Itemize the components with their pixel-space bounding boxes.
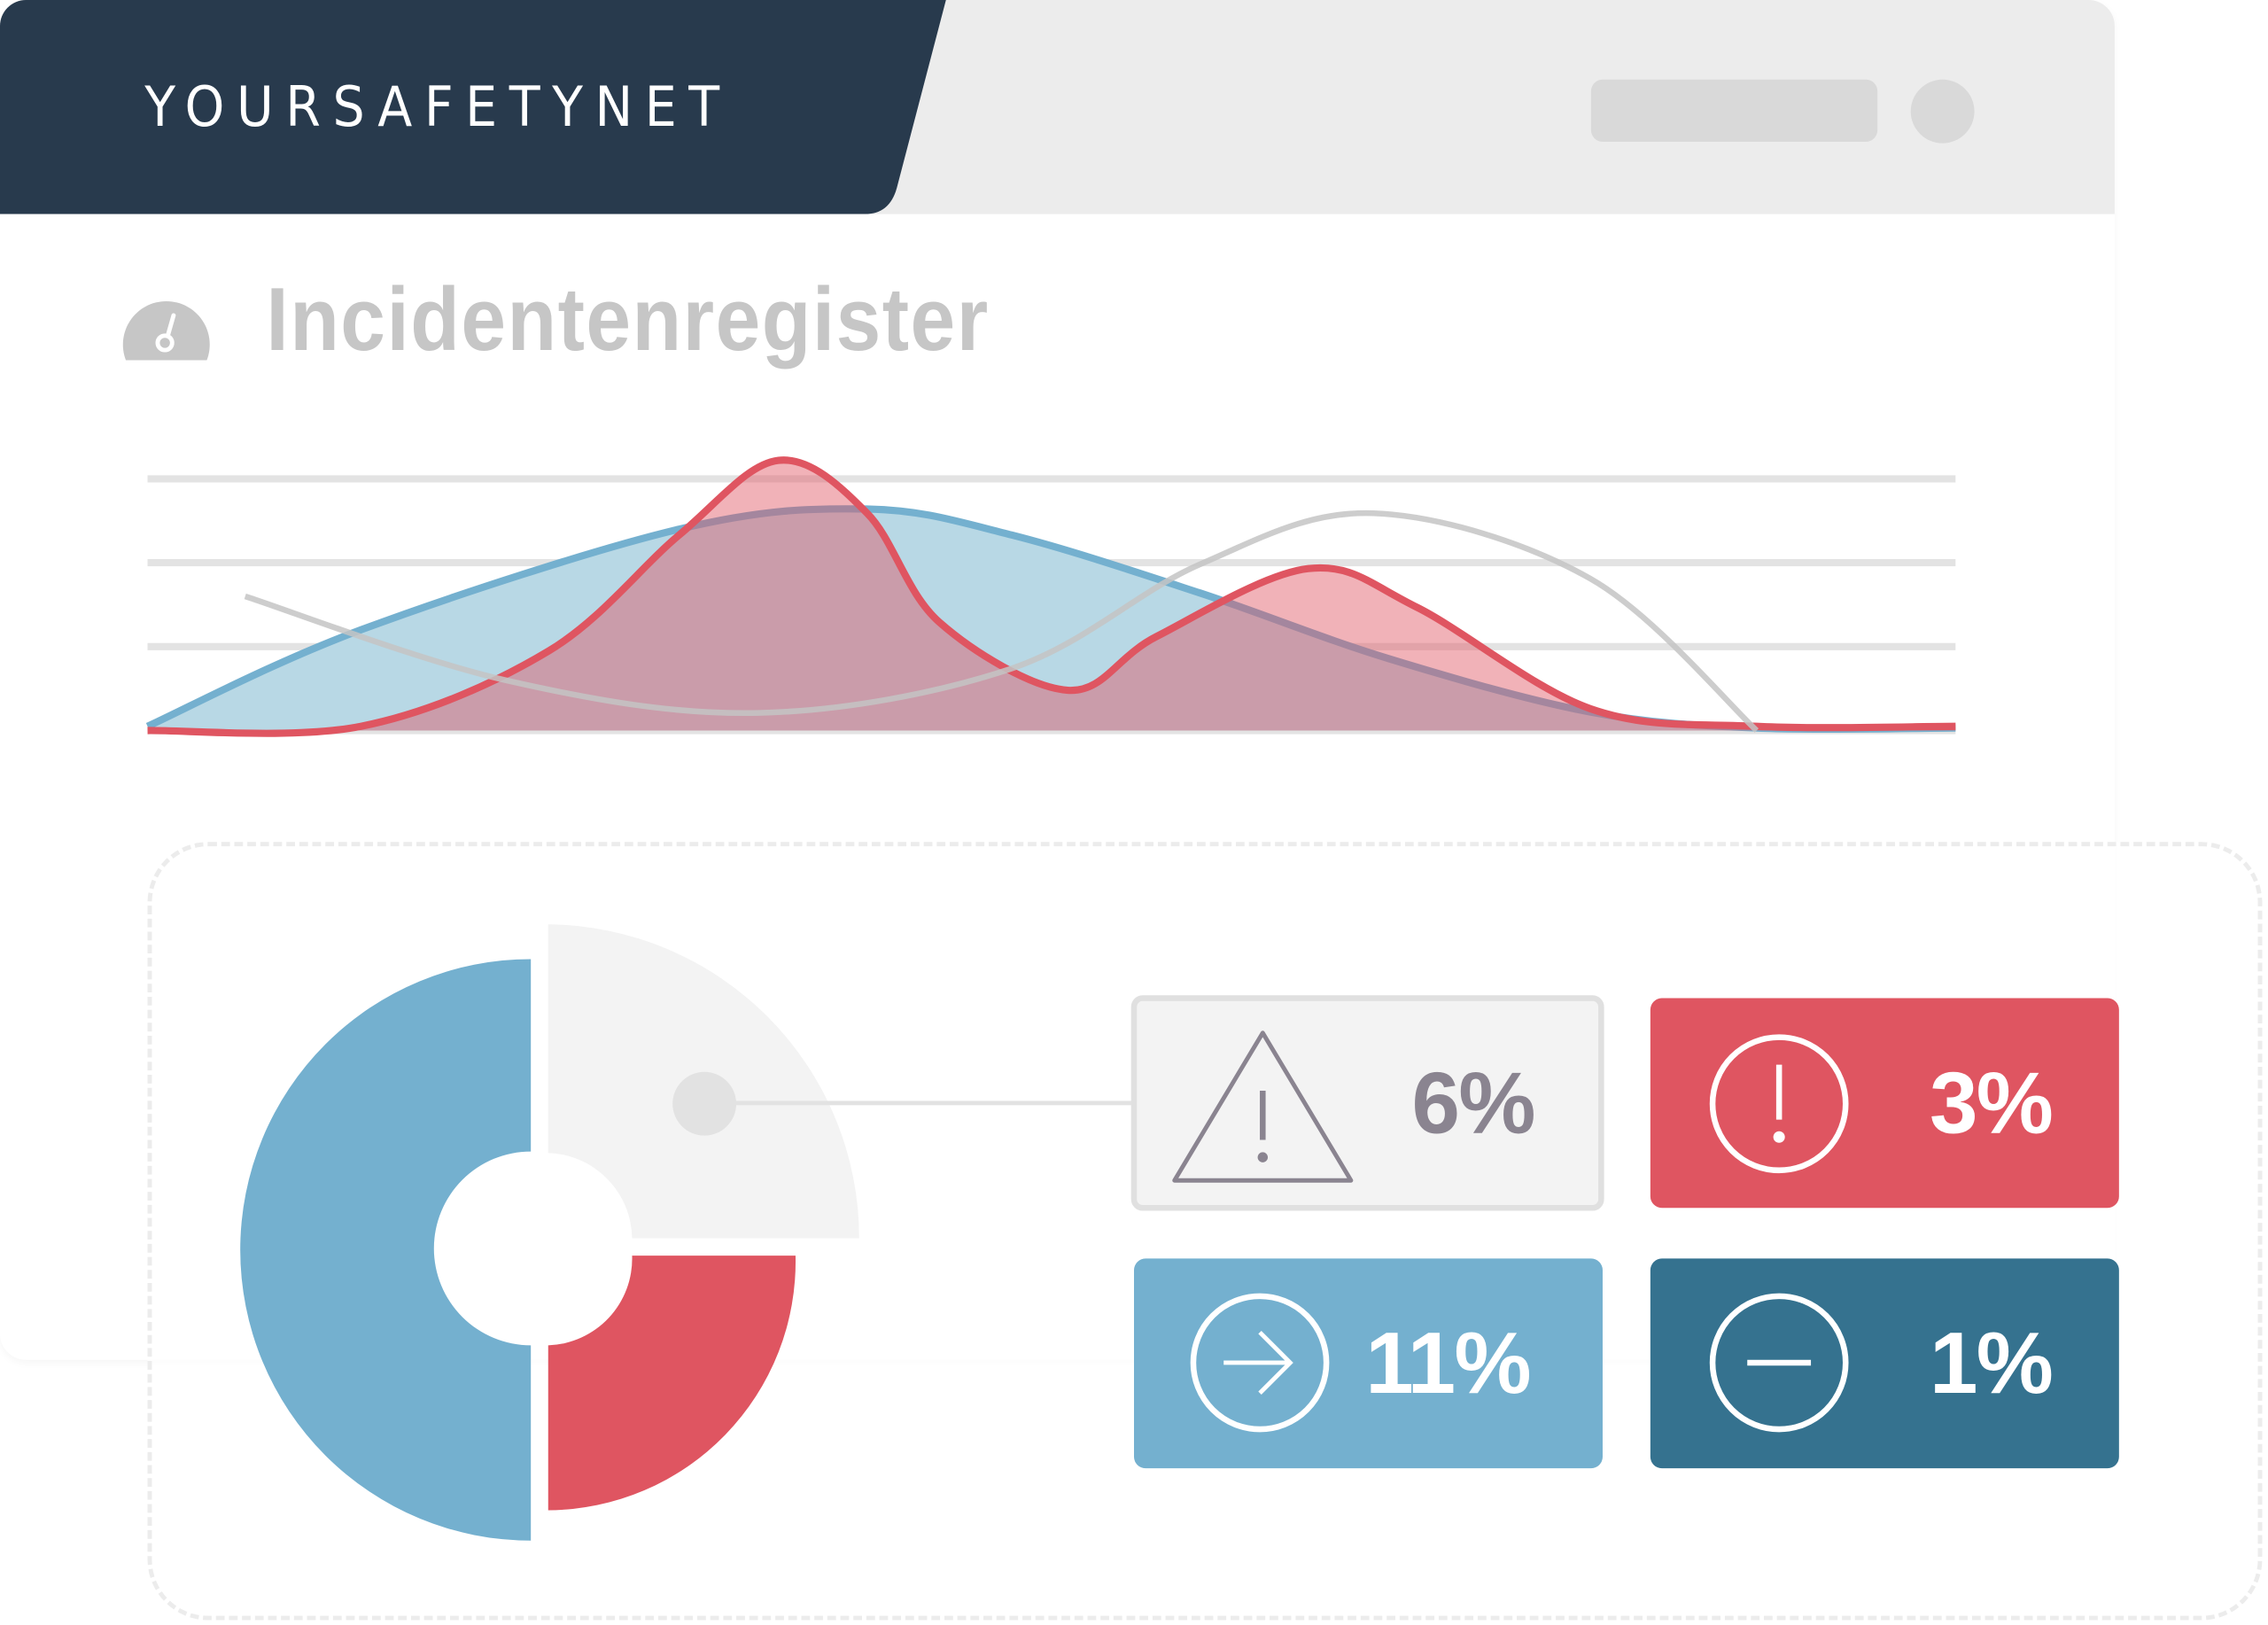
stat-card-warning[interactable]: 6% xyxy=(1130,995,1604,1211)
stat-value: 1% xyxy=(1929,1315,2054,1412)
page-title: Incidentenregister xyxy=(266,270,990,370)
logo[interactable]: YOURSAFETYNET xyxy=(144,74,732,139)
stat-card-minus[interactable]: 1% xyxy=(1650,1258,2119,1469)
stat-card-forward[interactable]: 11% xyxy=(1133,1258,1603,1469)
incident-chart xyxy=(145,456,1956,737)
stat-value: 6% xyxy=(1411,1054,1535,1152)
top-bar: YOURSAFETYNET xyxy=(0,0,2115,214)
exclamation-circle-icon xyxy=(1709,1034,1849,1174)
warning-triangle-icon xyxy=(1172,1030,1354,1183)
avatar[interactable] xyxy=(1910,79,1975,144)
stat-value: 3% xyxy=(1929,1054,2054,1152)
callout-line xyxy=(704,1100,1133,1106)
series-1-line xyxy=(147,456,1956,737)
series-2-line xyxy=(244,509,1759,733)
arrow-right-circle-icon xyxy=(1190,1293,1330,1433)
donut-segment-red xyxy=(548,1256,796,1511)
stat-card-alert[interactable]: 3% xyxy=(1650,998,2119,1209)
callout-dot xyxy=(672,1071,737,1136)
stat-value: 11% xyxy=(1365,1315,1531,1412)
donut-chart xyxy=(240,924,859,1541)
series-0-area xyxy=(147,509,1956,731)
search-bar[interactable] xyxy=(1590,79,1878,142)
minus-circle-icon xyxy=(1709,1293,1849,1433)
speedometer-icon xyxy=(122,300,210,361)
brand-panel xyxy=(0,0,946,214)
donut-segment-blue xyxy=(240,959,532,1541)
